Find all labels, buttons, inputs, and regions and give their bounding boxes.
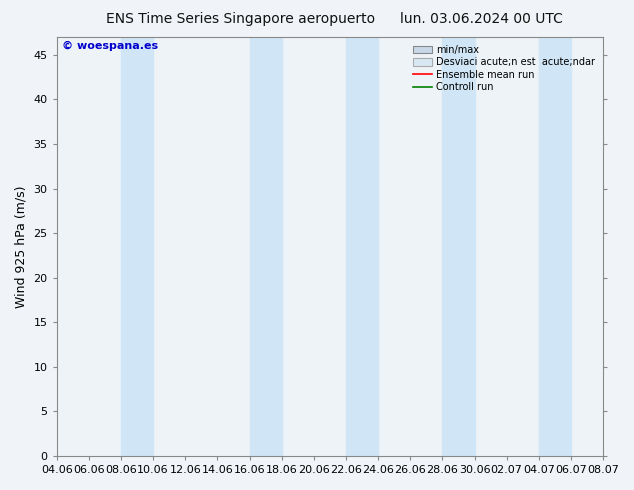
Legend: min/max, Desviaci acute;n est  acute;ndar, Ensemble mean run, Controll run: min/max, Desviaci acute;n est acute;ndar… bbox=[410, 42, 598, 95]
Text: lun. 03.06.2024 00 UTC: lun. 03.06.2024 00 UTC bbox=[401, 12, 563, 26]
Bar bbox=[539, 37, 571, 456]
Bar bbox=[250, 37, 281, 456]
Y-axis label: Wind 925 hPa (m/s): Wind 925 hPa (m/s) bbox=[15, 185, 28, 308]
Text: ENS Time Series Singapore aeropuerto: ENS Time Series Singapore aeropuerto bbox=[107, 12, 375, 26]
Text: © woespana.es: © woespana.es bbox=[62, 41, 158, 51]
Bar bbox=[346, 37, 378, 456]
Bar bbox=[443, 37, 474, 456]
Bar bbox=[121, 37, 153, 456]
